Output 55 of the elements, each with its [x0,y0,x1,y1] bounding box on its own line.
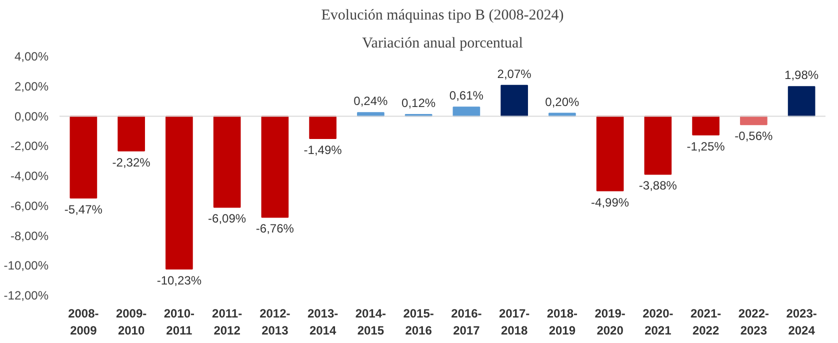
bar [118,116,145,152]
x-tick-label: 2022- 2023 [738,306,770,338]
data-label: -4,99% [591,195,630,210]
x-tick-label: 2009- 2010 [116,306,147,338]
x-tick-label: 2010- 2011 [164,306,195,338]
data-label: 0,12% [402,96,436,110]
y-tick-label: -10,00% [4,258,49,273]
x-tick-label: 2018- 2019 [546,306,578,338]
y-tick-label: 4,00% [14,50,49,64]
y-tick-label: 2,00% [14,79,49,94]
x-tick-label: 2015- 2016 [403,306,434,338]
y-tick-label: -12,00% [4,288,49,302]
bar [70,116,98,198]
bar [500,84,528,117]
data-label: 0,20% [545,94,580,109]
bar [788,86,816,117]
data-label: -1,49% [304,142,342,157]
x-tick-label: 2021- 2022 [690,306,722,338]
x-tick-label: 2013- 2014 [307,306,338,338]
y-tick-label: -8,00% [10,228,49,243]
data-label: -1,25% [686,139,726,154]
x-tick-label: 2008- 2009 [68,306,99,338]
x-tick-label: 2023- 2024 [786,306,817,338]
data-label: -0,56% [734,129,774,144]
bar [596,116,624,192]
bar [644,116,672,175]
y-tick-label: -2,00% [10,139,49,154]
y-tick-label: -6,00% [10,198,49,213]
y-tick-label: 0,00% [14,109,49,124]
data-label: 2,07% [497,66,532,81]
x-tick-label: 2019- 2020 [594,306,626,338]
y-tick-label: -4,00% [10,169,49,183]
x-tick-label: 2020- 2021 [642,306,674,338]
data-label: 0,24% [354,94,388,108]
data-label: -5,47% [64,202,103,216]
data-label: -2,32% [112,155,151,170]
bar [261,116,289,218]
bar [692,116,720,136]
data-label: 0,61% [449,88,484,103]
data-label: 1,98% [784,68,819,82]
x-tick-label: 2016- 2017 [451,306,482,338]
data-label: -6,09% [208,212,246,226]
bar [166,116,193,270]
x-tick-label: 2014- 2015 [355,306,386,338]
data-label: -3,88% [638,178,678,193]
data-label: -6,76% [256,222,294,236]
x-tick-label: 2012- 2013 [260,306,290,338]
data-label: -10,23% [156,274,202,288]
bar [309,116,336,140]
chart-subtitle: Variación anual porcentual [362,36,523,52]
x-tick-label: 2017- 2018 [498,306,530,338]
bar [213,116,241,208]
bar [452,106,480,117]
chart-title: Evolución máquinas tipo B (2008-2024) [321,8,564,24]
x-tick-label: 2011- 2012 [212,306,242,338]
